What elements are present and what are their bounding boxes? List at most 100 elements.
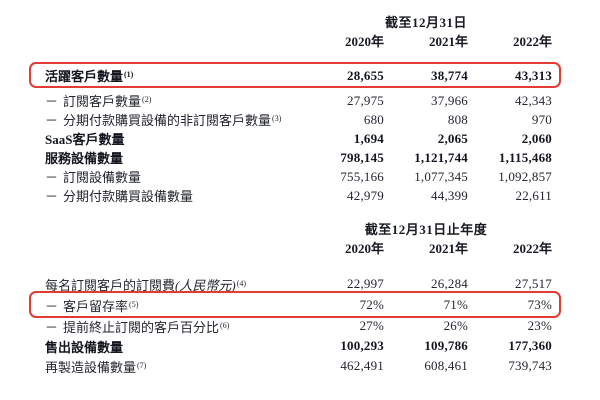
cell-value: 73%	[527, 297, 552, 312]
cell-value: 28,655	[347, 67, 384, 83]
cell-value: 22,611	[515, 187, 552, 203]
cell-value: 109,786	[424, 338, 468, 353]
metrics-table: 截至12月31日 2020年 2021年 2022年 活躍客戶數量(1) 28,…	[29, 12, 561, 205]
cell-value: 970	[531, 111, 552, 127]
table-row: －提前終止訂閱的客戶百分比(6) 27% 26% 23%	[45, 316, 552, 336]
dash-prefix: －	[45, 170, 59, 185]
row-label: －提前終止訂閱的客戶百分比(6)	[45, 317, 300, 336]
row-label-text: 活躍客戶數量	[45, 69, 124, 84]
period-header-row: 截至12月31日	[45, 12, 552, 30]
table-row: － 訂閱客戶數量(2) 27,975 37,966 42,343	[45, 91, 552, 110]
cell-value: 2,060	[521, 130, 552, 146]
row-label: － 訂閱設備數量	[45, 167, 300, 186]
row-label-text: 每名訂閱客戶的訂閱費	[45, 277, 176, 293]
footnote-ref: (4)	[236, 278, 247, 288]
cell-value: 38,774	[431, 67, 468, 83]
year-header: 2021年	[428, 240, 468, 256]
cell-value: 1,694	[353, 130, 384, 146]
cell-value: 27%	[359, 318, 384, 333]
year-header: 2021年	[428, 33, 468, 49]
metrics-table: 截至12月31日止年度 2020年 2021年 2022年 每名訂閱客戶的訂閱費…	[29, 219, 561, 376]
table-row: 每名訂閱客戶的訂閱費(人民幣元)(4) 22,997 26,284 27,517	[45, 274, 552, 294]
year-header: 2022年	[512, 33, 552, 49]
cell-value: 680	[363, 111, 384, 127]
table-rows: 活躍客戶數量(1) 28,655 38,774 43,313 － 訂閱客戶數量(2…	[29, 62, 561, 205]
row-label: 再製造設備數量(7)	[45, 357, 300, 376]
year-header-row: 2020年 2021年 2022年	[45, 30, 552, 50]
table-row: 再製造設備數量(7) 462,491 608,461 739,743	[45, 356, 552, 376]
table-row: － 訂閱設備數量 755,166 1,077,345 1,092,857	[45, 167, 552, 186]
row-label: 服務設備數量	[45, 148, 300, 167]
footnote-ref: (1)	[124, 70, 134, 79]
cell-value: 739,743	[508, 358, 552, 373]
cell-value: 26,284	[431, 276, 468, 291]
footnote-ref: (3)	[272, 114, 282, 123]
footnote-ref: (5)	[129, 299, 139, 309]
table-row: －客戶留存率(5) 72% 71% 73%	[29, 291, 561, 318]
period-header: 截至12月31日	[384, 15, 467, 30]
row-label-text: 分期付款購買設備的非訂閱客戶數量	[63, 113, 272, 128]
row-label-text: 提前終止訂閱的客戶百分比	[63, 319, 220, 335]
row-label: 每名訂閱客戶的訂閱費(人民幣元)(4)	[45, 275, 300, 294]
table-row: SaaS客戶數量 1,694 2,065 2,060	[45, 129, 552, 148]
cell-value: 22,997	[347, 276, 384, 291]
row-label-text: 客戶留存率	[63, 298, 129, 314]
table-row: － 分期付款購買設備數量 42,979 44,399 22,611	[45, 186, 552, 205]
cell-value: 608,461	[424, 358, 468, 373]
period-header-row: 截至12月31日止年度	[45, 219, 552, 237]
row-label-text: 分期付款購買設備數量	[63, 189, 194, 204]
cell-value: 42,979	[347, 187, 384, 203]
dash-prefix: －	[45, 189, 59, 204]
row-label: － 分期付款購買設備的非訂閱客戶數量(3)	[45, 110, 300, 129]
row-label-italic: (人民幣元)	[175, 277, 236, 293]
row-label: 活躍客戶數量(1)	[45, 66, 300, 85]
cell-value: 23%	[527, 318, 552, 333]
cell-value: 71%	[443, 297, 468, 312]
cell-value: 43,313	[515, 67, 552, 83]
row-label-text: 訂閱客戶數量	[63, 94, 142, 109]
footnote-ref: (2)	[142, 95, 152, 104]
dash-prefix: －	[45, 113, 59, 128]
row-label: － 分期付款購買設備數量	[45, 186, 300, 205]
dash-prefix: －	[45, 298, 59, 314]
cell-value: 27,975	[347, 92, 384, 108]
cell-value: 37,966	[431, 92, 468, 108]
cell-value: 798,145	[340, 149, 384, 165]
cell-value: 1,115,468	[498, 149, 552, 165]
row-label: － 訂閱客戶數量(2)	[45, 91, 300, 110]
dash-prefix: －	[45, 319, 59, 335]
footnote-ref: (7)	[137, 360, 147, 370]
row-label: SaaS客戶數量	[45, 129, 300, 148]
row-label-text: 服務設備數量	[45, 151, 124, 166]
year-header: 2022年	[512, 240, 552, 256]
table-row: 活躍客戶數量(1) 28,655 38,774 43,313	[29, 62, 561, 88]
cell-value: 72%	[359, 297, 384, 312]
row-label-text: 再製造設備數量	[45, 359, 137, 375]
cell-value: 808	[447, 111, 468, 127]
period-header: 截至12月31日止年度	[364, 222, 488, 237]
cell-value: 44,399	[431, 187, 468, 203]
cell-value: 27,517	[515, 276, 552, 291]
cell-value: 1,121,744	[414, 149, 468, 165]
row-label-text: 訂閱設備數量	[63, 170, 142, 185]
cell-value: 177,360	[508, 338, 552, 353]
dash-prefix: －	[45, 94, 59, 109]
row-label: 售出設備數量	[45, 337, 300, 356]
year-header: 2020年	[344, 33, 384, 49]
cell-value: 755,166	[340, 168, 384, 184]
table-rows: 每名訂閱客戶的訂閱費(人民幣元)(4) 22,997 26,284 27,517…	[29, 274, 561, 376]
footnote-ref: (6)	[220, 320, 230, 330]
year-header-row: 2020年 2021年 2022年	[45, 237, 552, 257]
table-row: 服務設備數量 798,145 1,121,744 1,115,468	[45, 148, 552, 167]
table-row: 售出設備數量 100,293 109,786 177,360	[45, 336, 552, 356]
cell-value: 1,077,345	[414, 168, 468, 184]
row-label-text: SaaS客戶數量	[45, 132, 125, 147]
row-label-text: 售出設備數量	[45, 339, 124, 355]
cell-value: 42,343	[515, 92, 552, 108]
table-row: － 分期付款購買設備的非訂閱客戶數量(3) 680 808 970	[45, 110, 552, 129]
cell-value: 1,092,857	[498, 168, 552, 184]
row-label: －客戶留存率(5)	[45, 296, 300, 315]
cell-value: 26%	[443, 318, 468, 333]
cell-value: 100,293	[340, 338, 384, 353]
